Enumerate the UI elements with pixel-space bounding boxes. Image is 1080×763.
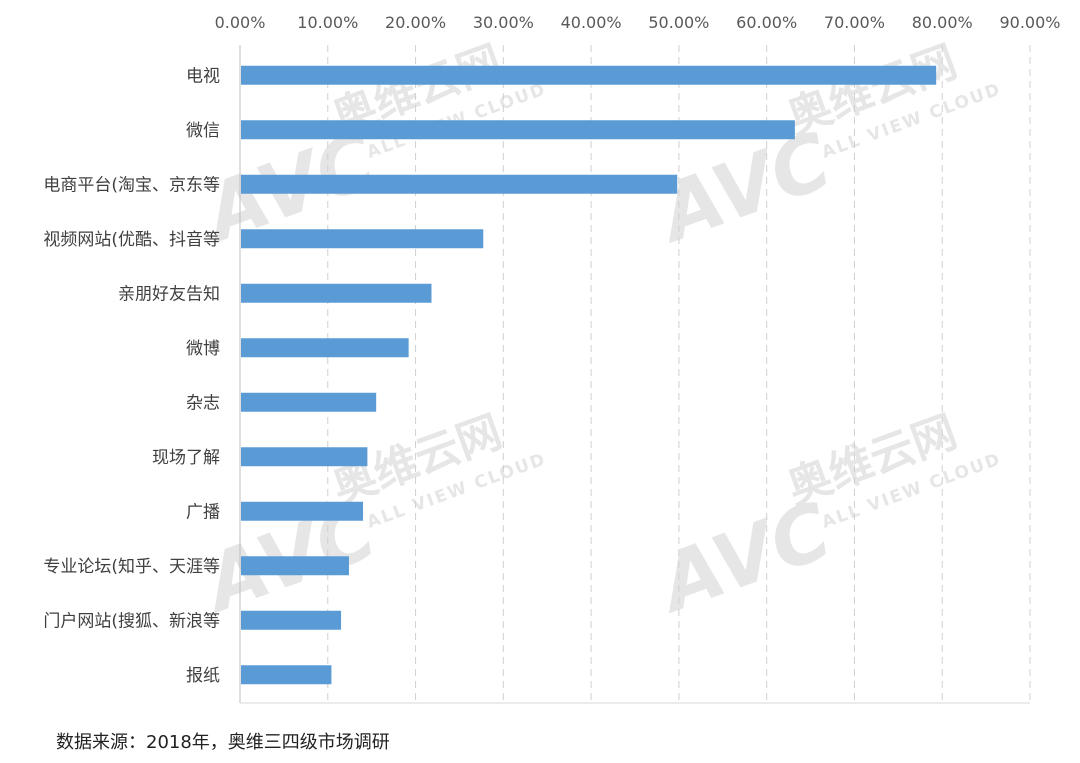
- category-label: 电商平台(淘宝、京东等: [43, 175, 220, 195]
- bar: [241, 392, 377, 412]
- bar: [241, 229, 484, 249]
- bar: [241, 501, 364, 521]
- bar: [241, 610, 342, 630]
- x-tick-label: 40.00%: [561, 13, 622, 32]
- category-label: 广播: [186, 502, 220, 522]
- category-label: 报纸: [186, 666, 220, 686]
- bar: [241, 338, 409, 358]
- x-tick-label: 30.00%: [473, 13, 534, 32]
- bar: [241, 174, 678, 194]
- category-label: 亲朋好友告知: [118, 284, 220, 304]
- category-label: 现场了解: [152, 448, 220, 468]
- x-tick-label: 60.00%: [736, 13, 797, 32]
- x-tick-label: 70.00%: [824, 13, 885, 32]
- category-label: 门户网站(搜狐、新浪等: [43, 611, 220, 631]
- x-tick-label: 0.00%: [215, 13, 266, 32]
- bar: [241, 665, 332, 685]
- x-axis-ticks: 0.00% 10.00% 20.00% 30.00% 40.00% 50.00% 60.00…: [215, 13, 1061, 32]
- bars: [241, 65, 937, 685]
- category-label: 视频网站(优酷、抖音等: [43, 230, 220, 250]
- category-labels: 电视微信电商平台(淘宝、京东等视频网站(优酷、抖音等亲朋好友告知微博杂志现场了解…: [43, 66, 220, 686]
- bar: [241, 283, 432, 303]
- category-label: 微信: [186, 121, 220, 141]
- gridlines: [239, 45, 1031, 704]
- category-label: 杂志: [186, 393, 220, 413]
- category-label: 专业论坛(知乎、天涯等: [43, 557, 220, 577]
- category-label: 电视: [186, 66, 220, 86]
- category-label: 微博: [186, 339, 220, 359]
- source-note: 数据来源：2018年，奥维三四级市场调研: [56, 732, 390, 753]
- x-tick-label: 20.00%: [385, 13, 446, 32]
- x-tick-label: 80.00%: [912, 13, 973, 32]
- x-tick-label: 50.00%: [648, 13, 709, 32]
- bar: [241, 120, 795, 140]
- bar: [241, 556, 349, 576]
- x-tick-label: 90.00%: [999, 13, 1060, 32]
- bar: [241, 447, 368, 467]
- x-tick-label: 10.00%: [297, 13, 358, 32]
- bar: [241, 65, 937, 85]
